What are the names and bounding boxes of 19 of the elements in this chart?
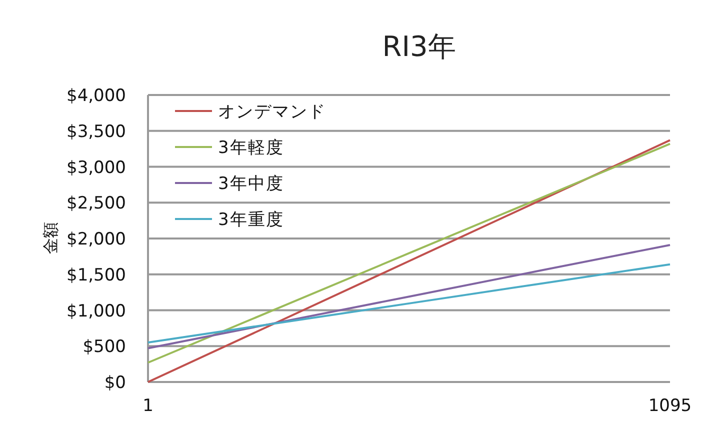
y-tick-label: $3,500 xyxy=(66,122,126,142)
y-tick-label: $1,500 xyxy=(66,265,126,286)
y-tick-label: $4,000 xyxy=(66,86,126,106)
y-tick-label: $2,000 xyxy=(66,230,126,250)
y-tick-label: $2,500 xyxy=(66,194,126,214)
legend-label: 3年中度 xyxy=(218,174,284,194)
y-tick-label: $1,000 xyxy=(66,301,126,322)
legend-label: オンデマンド xyxy=(218,102,326,122)
line-series xyxy=(147,244,671,350)
chart-title: RI3年 xyxy=(382,30,456,63)
y-axis-title: 金額 xyxy=(41,222,60,254)
x-tick-label: 1 xyxy=(142,396,154,416)
legend-label: 3年重度 xyxy=(218,210,284,230)
y-tick-label: $3,000 xyxy=(66,158,126,178)
y-tick-label: $500 xyxy=(82,337,126,358)
legend-label: 3年軽度 xyxy=(218,138,284,158)
y-tick-label: $0 xyxy=(104,373,126,393)
x-tick-label: 1095 xyxy=(648,396,692,416)
line-series xyxy=(147,263,671,344)
